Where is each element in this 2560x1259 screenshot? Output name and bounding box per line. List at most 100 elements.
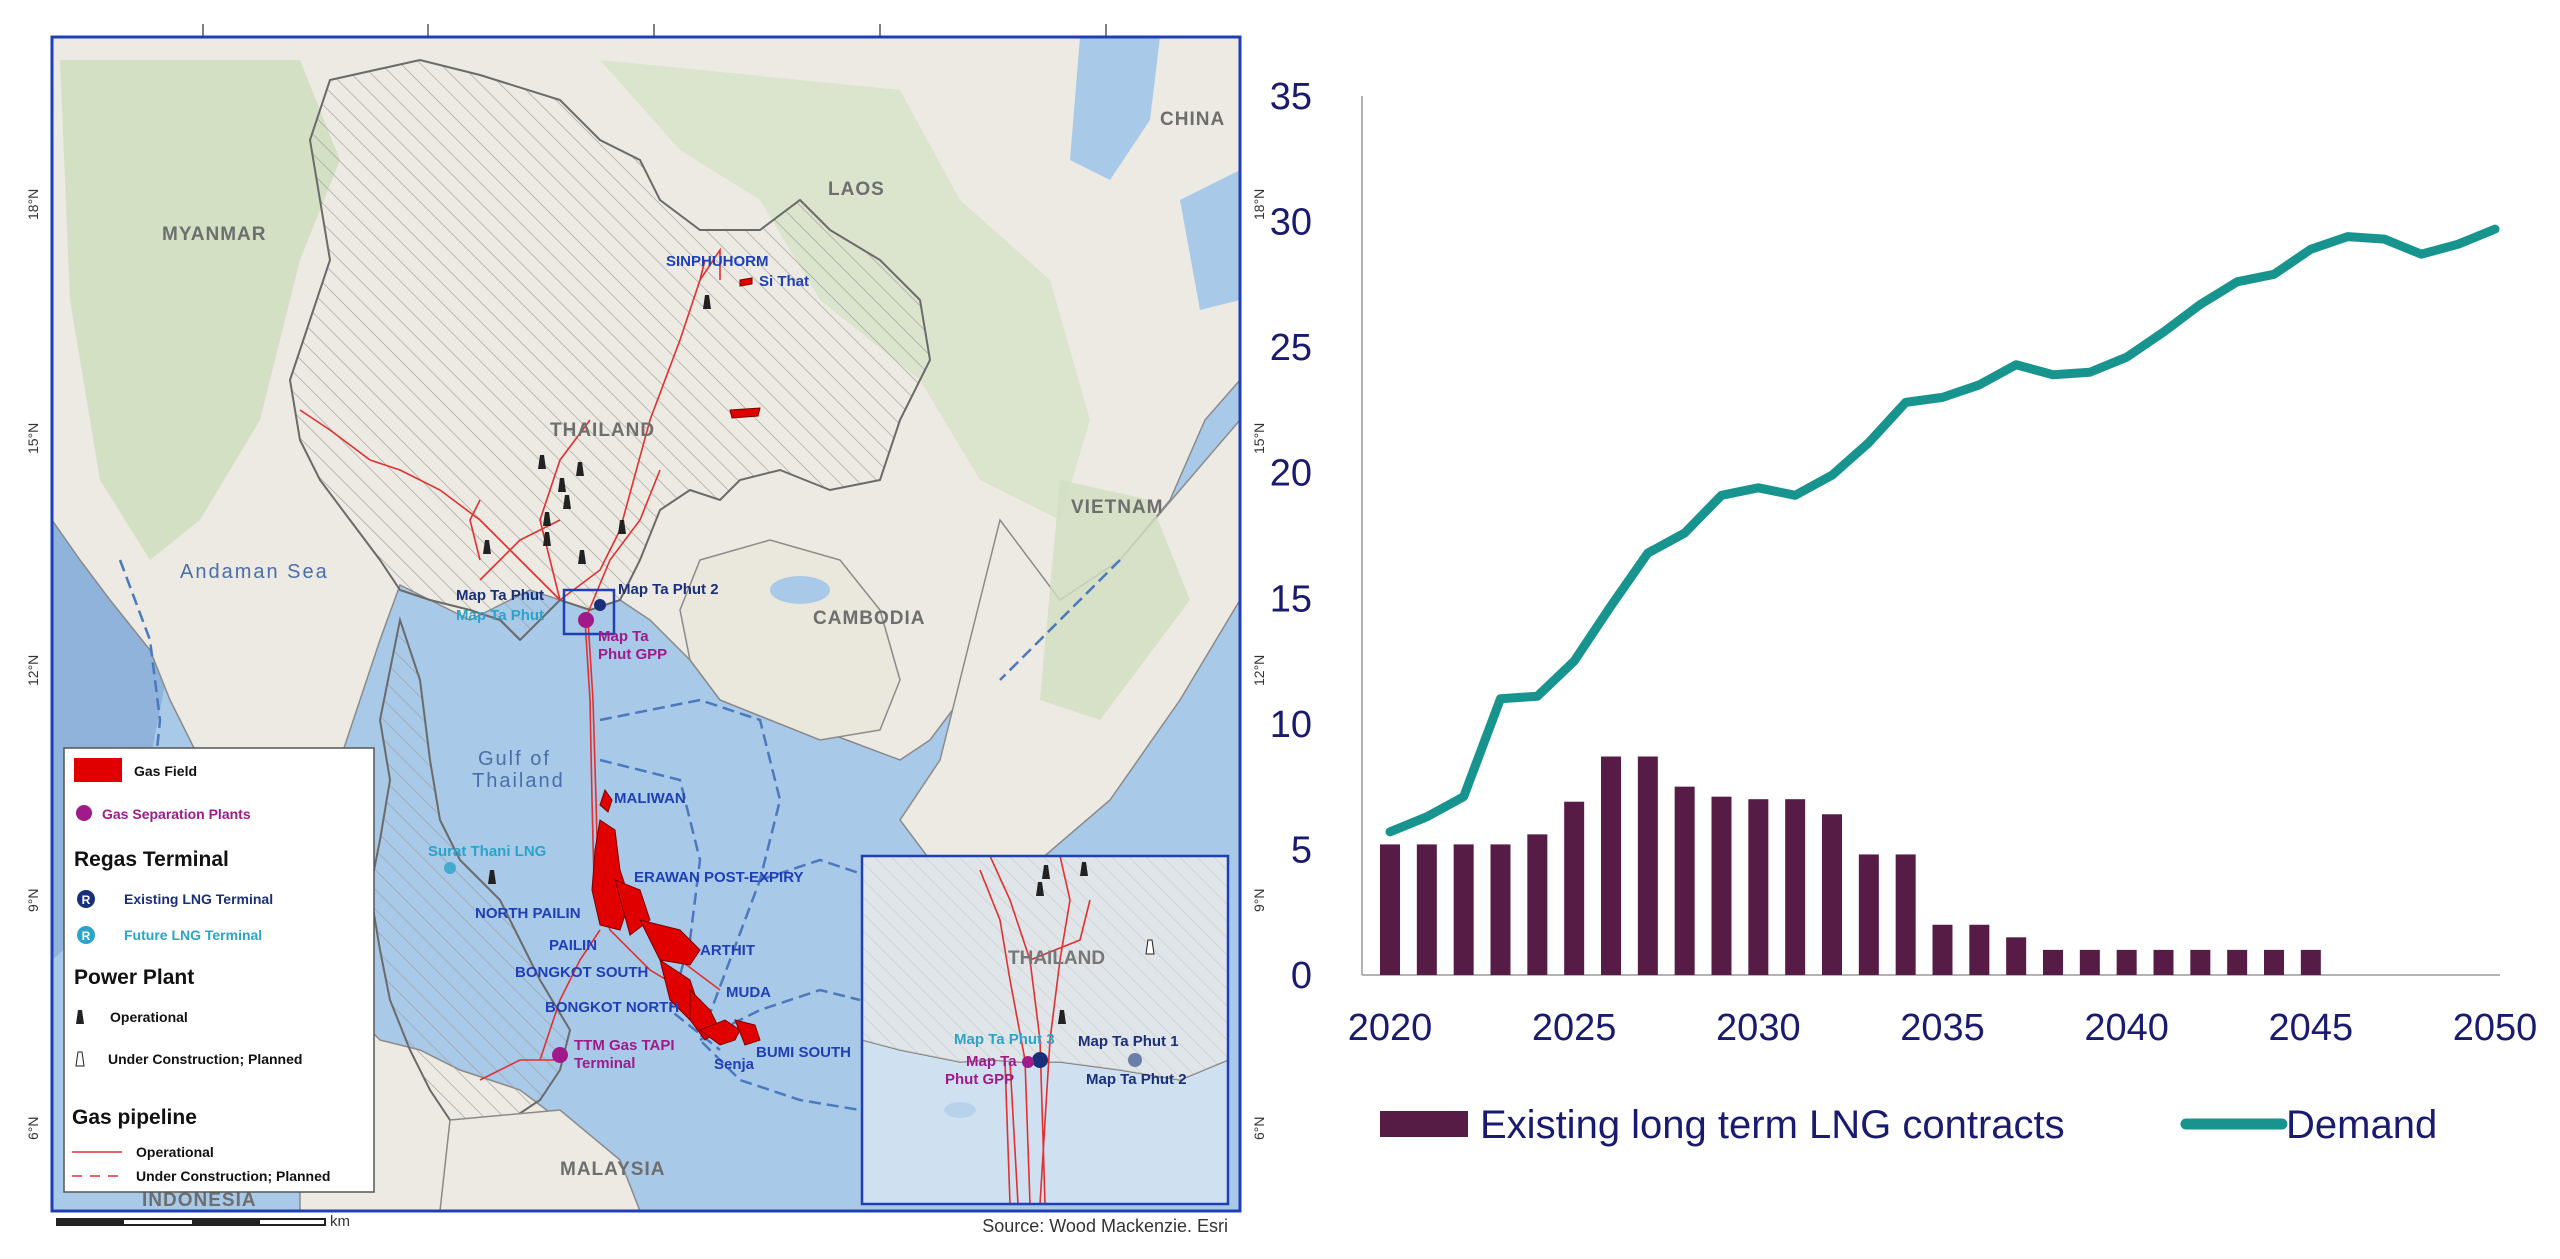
label-map-ta: Map Ta [598,628,649,645]
label-sinphuhorm: SINPHUHORM [666,253,769,270]
bar-contract-2034 [1896,854,1916,975]
bar-contract-2030 [1748,799,1768,975]
bar-contract-2028 [1675,787,1695,975]
legend-pipeline-head: Gas pipeline [72,1106,197,1129]
label-muda: MUDA [726,984,771,1001]
label-senja: Senja [714,1056,755,1073]
x-tick-label: 2030 [1716,1007,1801,1049]
x-tick-label: 2035 [1900,1007,1985,1049]
x-tick-label: 2040 [2084,1007,2169,1049]
bar-contract-2021 [1417,844,1437,975]
map-ta-phut-gpp-marker [578,612,594,628]
label-myanmar: MYANMAR [162,224,266,245]
graticule-ticks [203,24,1106,37]
label-bongkot-south: BONGKOT SOUTH [515,964,648,981]
lat-left-6: 6°N [25,1117,41,1141]
label-surat-thani: Surat Thani LNG [428,843,546,860]
label-maliwan: MALIWAN [614,790,686,807]
latitude-labels-left: 18°N 15°N 12°N 9°N 6°N [25,189,41,1140]
latitude-labels-right: 18°N 15°N 12°N 9°N 6°N [1251,189,1267,1140]
lat-left-15: 15°N [25,423,41,454]
label-vietnam: VIETNAM [1071,497,1164,518]
legend-operational: Operational [110,1009,188,1025]
label-indonesia: INDONESIA [142,1190,257,1211]
bar-contract-2033 [1859,854,1879,975]
surat-thani-marker [444,862,456,874]
map-source: Source: Wood Mackenzie. Esri [982,1216,1228,1236]
legend-gas-field: Gas Field [134,763,197,779]
line-series [1390,229,2495,832]
bar-contract-2022 [1454,844,1474,975]
label-north-pailin: NORTH PAILIN [475,905,581,922]
ttm-gas-marker [552,1047,568,1063]
bar-contract-2024 [1527,834,1547,975]
label-map-ta-phut: Map Ta Phut [456,587,544,604]
bar-contract-2023 [1491,844,1511,975]
label-map-ta-phut-future: Map Ta Phut [456,607,544,624]
lat-right-9: 9°N [1251,889,1267,913]
bar-contract-2036 [1969,925,1989,975]
label-map-ta-phut-2: Map Ta Phut 2 [618,581,719,598]
label-laos: LAOS [828,179,885,200]
inset-map: THAILAND Map Ta Phut 3 Map Ta Phut 1 Map… [862,856,1228,1204]
bar-contract-2029 [1712,797,1732,975]
lat-right-12: 12°N [1251,655,1267,686]
label-erawan: ERAWAN POST-EXPIRY [634,869,803,886]
label-bumi-south: BUMI SOUTH [756,1044,851,1061]
label-ttm-gas: TTM Gas TAPI [574,1037,675,1054]
demand-line [1390,229,2495,832]
bar-contract-2031 [1785,799,1805,975]
inset-label-phut-gpp: Phut GPP [945,1071,1014,1088]
map-legend: Gas Field Gas Separation Plants Regas Te… [64,748,374,1192]
lat-left-12: 12°N [25,655,41,686]
label-pailin: PAILIN [549,937,597,954]
bar-contract-2045 [2301,950,2321,975]
bar-contract-2044 [2264,950,2284,975]
map-svg: MYANMAR LAOS THAILAND CAMBODIA VIETNAM C… [0,0,1270,1254]
label-andaman-sea: Andaman Sea [180,561,329,583]
lat-left-9: 9°N [25,889,41,913]
inset-terminal-icon [1032,1052,1048,1068]
y-tick-label: 5 [1291,829,1312,871]
y-tick-label: 0 [1291,955,1312,997]
legend-contracts-swatch [1380,1111,1468,1137]
x-tick-label: 2020 [1348,1007,1433,1049]
lat-right-18: 18°N [1251,189,1267,220]
bar-contract-2032 [1822,814,1842,975]
gas-infrastructure-map: MYANMAR LAOS THAILAND CAMBODIA VIETNAM C… [0,0,1270,1254]
label-china: CHINA [1160,109,1225,130]
bar-contract-2020 [1380,844,1400,975]
inset-label-mtp3: Map Ta Phut 3 [954,1031,1055,1048]
legend-power-head: Power Plant [74,966,194,989]
inset-label-map-ta: Map Ta [966,1053,1017,1070]
legend-future-lng-r-icon: R [82,929,91,943]
chart-legend: Existing long term LNG contracts Demand [1380,1103,2437,1147]
label-phut-gpp: Phut GPP [598,646,667,663]
bar-contract-2026 [1601,757,1621,975]
bar-contract-2027 [1638,757,1658,975]
legend-under-construction: Under Construction; Planned [108,1051,302,1067]
legend-under-construction-icon [76,1052,84,1066]
legend-existing-lng-r-icon: R [82,893,91,907]
bar-contract-2042 [2190,950,2210,975]
x-tick-label: 2050 [2453,1007,2538,1049]
map-ta-phut-terminal-marker [594,599,606,611]
y-tick-label: 15 [1270,578,1312,620]
label-bongkot-north: BONGKOT NORTH [545,999,679,1016]
lat-right-15: 15°N [1251,423,1267,454]
label-gulf-of: Gulf of [478,748,551,770]
bar-series [1380,757,2321,975]
legend-pipe-under-construction: Under Construction; Planned [136,1168,330,1184]
label-cambodia: CAMBODIA [813,608,926,629]
label-thailand: THAILAND [550,420,655,441]
inset-label-thailand: THAILAND [1008,948,1105,969]
inset-gpp-icon [1022,1056,1034,1068]
lat-left-18: 18°N [25,189,41,220]
label-si-that: Si That [759,273,809,290]
y-tick-label: 10 [1270,704,1312,746]
y-tick-label: 35 [1270,76,1312,118]
